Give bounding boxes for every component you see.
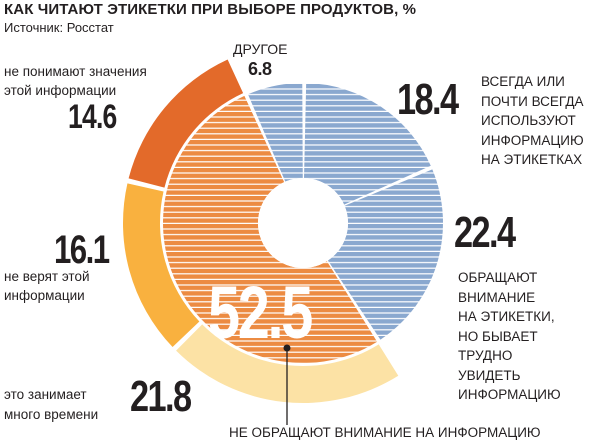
value-understand: 14.6 — [68, 98, 117, 136]
label-always: ВСЕГДА ИЛИ ПОЧТИ ВСЕГДА ИСПОЛЬЗУЮТ ИНФОР… — [481, 74, 584, 167]
label-other-name: ДРУГОЕ — [233, 41, 288, 57]
outer-slice-trust — [122, 183, 200, 348]
outer-slice-understand — [128, 59, 244, 188]
outer-ring — [122, 59, 399, 403]
slice-other — [247, 83, 303, 182]
slice-no-attention — [162, 95, 378, 364]
leader-line — [283, 344, 291, 425]
value-always: 18.4 — [397, 75, 459, 124]
label-other-value: 6.8 — [248, 59, 272, 79]
label-time: это занимает много времени — [4, 387, 99, 422]
inner-ring — [162, 83, 443, 364]
value-trust: 16.1 — [54, 228, 110, 272]
chart-source: Источник: Росстат — [4, 20, 114, 35]
slice-always — [304, 83, 431, 205]
label-understand: не понимают значения этой информации — [4, 64, 147, 98]
value-no-attention: 52.5 — [208, 271, 313, 354]
slice-attention — [327, 169, 443, 340]
label-attention: ОБРАЩАЮТ ВНИМАНИЕ НА ЭТИКЕТКИ, НО БЫВАЕТ… — [458, 270, 561, 402]
center-hole — [258, 178, 348, 268]
value-attention: 22.4 — [454, 208, 516, 257]
label-trust: не верят этой информации — [4, 269, 90, 303]
value-time: 21.8 — [130, 372, 192, 421]
outer-slice-time — [176, 324, 399, 403]
chart-title: КАК ЧИТАЮТ ЭТИКЕТКИ ПРИ ВЫБОРЕ ПРОДУКТОВ… — [4, 1, 417, 18]
label-no-attention: НЕ ОБРАЩАЮТ ВНИМАНИЕ НА ИНФОРМАЦИЮ — [229, 425, 541, 440]
